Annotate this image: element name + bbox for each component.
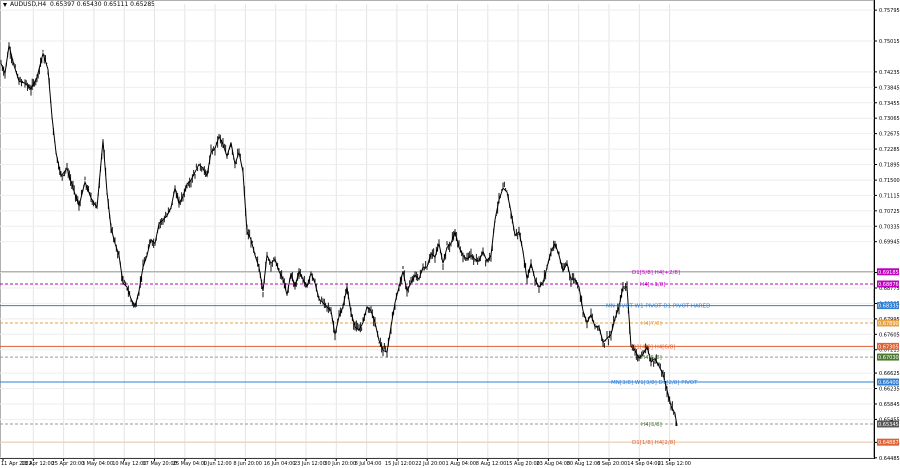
- price-label: 0.75795: [879, 8, 900, 14]
- level-label: H4[3/8]: [641, 422, 662, 428]
- time-label: 11 Apr 2022: [1, 461, 32, 467]
- time-label: 10 May 12:00: [112, 461, 146, 467]
- price-label: 0.66625: [879, 371, 900, 377]
- price-label: 0.73845: [879, 85, 900, 91]
- level-price-badge-text: 0.66400: [878, 380, 899, 386]
- price-label: 0.69945: [879, 240, 900, 246]
- chart-title: AUDUSD,H4 0.65397 0.65430 0.65111 0.6528…: [3, 1, 155, 8]
- level-label: MN[3/8] W1[3/8] D1[2/8] PIVOT: [611, 380, 698, 386]
- price-label: 0.65455: [879, 417, 900, 423]
- level-price-badge: [877, 353, 899, 361]
- price-label: 0.73065: [879, 116, 900, 122]
- price-series: [0, 45, 678, 426]
- level-price-badge: [877, 280, 899, 288]
- time-label: 17 May 20:00: [143, 461, 177, 467]
- level-price-badge-text: 0.68335: [878, 304, 899, 310]
- time-label: 3 May 04:00: [82, 461, 113, 467]
- price-label: 0.72285: [879, 147, 900, 153]
- time-label: 8 Jun 20:00: [233, 461, 262, 467]
- price-label: 0.74235: [879, 70, 900, 76]
- symbol-timeframe: AUDUSD,H4: [10, 1, 47, 8]
- price-label: 0.71115: [879, 193, 900, 199]
- level-price-badge-text: 0.64887: [878, 440, 899, 446]
- price-label: 0.68775: [879, 286, 900, 292]
- time-label: 16 Jun 04:00: [264, 461, 296, 467]
- level-price-badge: [877, 302, 899, 310]
- time-label: 30 Aug 12:00: [567, 461, 601, 467]
- level-price-badge-text: 0.69185: [878, 270, 899, 276]
- time-label: 18 Apr 12:00: [21, 461, 54, 467]
- time-label: 30 Jun 20:00: [324, 461, 356, 467]
- level-price-badge: [877, 378, 899, 386]
- price-label: 0.71500: [879, 178, 900, 184]
- time-label: 6 Sep 20:00: [597, 461, 627, 467]
- plot-frame: [0, 0, 874, 459]
- price-label: 0.75015: [879, 39, 900, 45]
- price-label: 0.70335: [879, 224, 900, 230]
- level-label: D1[1/8] H4[2/8]: [632, 440, 675, 446]
- level-label: H4[7/8]: [641, 321, 662, 327]
- level-price-badge-text: 0.67305: [878, 344, 899, 350]
- time-label: 14 Sep 04:00: [627, 461, 660, 467]
- time-label: 8 Aug 12:00: [476, 461, 507, 467]
- level-price-badge-text: 0.65345: [878, 422, 899, 428]
- time-label: 8 Jul 04:00: [355, 461, 382, 467]
- price-label: 0.67215: [879, 348, 900, 354]
- level-price-badge-text: 0.67030: [878, 355, 899, 361]
- price-label: 0.71895: [879, 163, 900, 169]
- time-label: 15 Aug 20:00: [506, 461, 540, 467]
- level-price-badge: [877, 420, 899, 428]
- level-price-badge: [877, 319, 899, 327]
- time-label: 22 Jul 20:00: [415, 461, 445, 467]
- level-label: D1[5/8] H4[+2/8]: [632, 270, 680, 276]
- level-label: D1[4/8] H4[6/8]: [632, 344, 675, 350]
- time-label: 23 Jun 12:00: [294, 461, 326, 467]
- chevron-down-icon[interactable]: [3, 2, 7, 7]
- level-price-badge-text: 0.67890: [878, 321, 899, 327]
- time-label: 1 Aug 04:00: [446, 461, 477, 467]
- price-label: 0.65845: [879, 402, 900, 408]
- time-label: 25 Apr 20:00: [52, 461, 85, 467]
- time-label: 1 Jun 12:00: [203, 461, 232, 467]
- time-label: 23 Aug 04:00: [536, 461, 570, 467]
- price-label: 0.64485: [879, 456, 900, 462]
- price-label: 0.66235: [879, 387, 900, 393]
- level-price-badge-text: 0.68876: [878, 282, 899, 288]
- price-label: 0.73455: [879, 101, 900, 107]
- level-price-badge: [877, 268, 899, 276]
- level-price-badge: [877, 342, 899, 350]
- level-price-badge: [877, 438, 899, 446]
- level-label: MN PIVOT W1 PIVOT D1 PIVOT HARED: [606, 304, 710, 310]
- time-label: 21 Sep 12:00: [658, 461, 691, 467]
- price-label: 0.70725: [879, 209, 900, 215]
- price-label: 0.67605: [879, 332, 900, 338]
- price-label: 0.72675: [879, 132, 900, 138]
- time-label: 15 Jul 12:00: [385, 461, 415, 467]
- ohlc-values: 0.65397 0.65430 0.65111 0.65285: [50, 1, 155, 8]
- level-label: H4[+1/8]: [640, 282, 665, 288]
- time-label: 25 May 04:00: [173, 461, 207, 467]
- level-label: H4[5/8]: [641, 355, 662, 361]
